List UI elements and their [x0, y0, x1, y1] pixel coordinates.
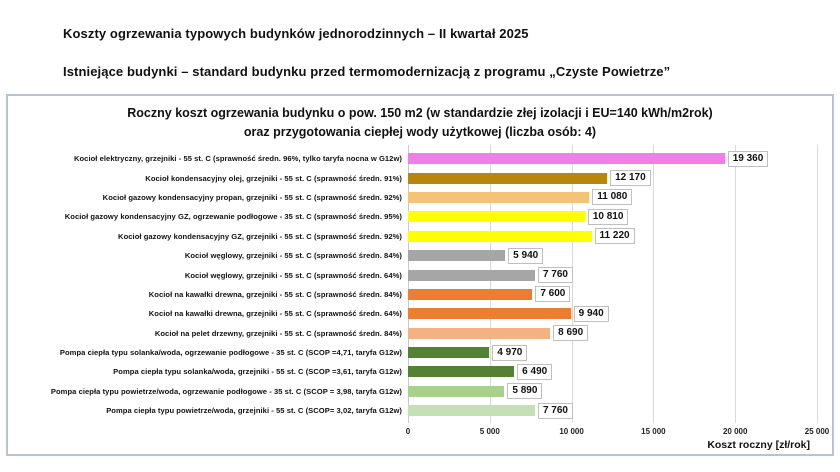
- x-axis-ticks: 0 5 000 10 000 15 000 20 000 25 000: [406, 427, 829, 439]
- bar-zone: 12 170: [408, 168, 817, 187]
- chart-row: Kocioł węglowy, grzejniki - 55 st. C (sp…: [8, 265, 817, 284]
- category-label: Kocioł gazowy kondensacyjny GZ, grzejnik…: [118, 231, 402, 241]
- gridlines: [408, 145, 818, 423]
- value-label: 5 940: [508, 247, 544, 264]
- bar-zone: 5 940: [408, 246, 817, 265]
- category-label: Pompa ciepła typu powietrze/woda, grzejn…: [106, 406, 402, 416]
- gridline: [735, 145, 737, 423]
- value-label: 7 760: [537, 267, 573, 284]
- bar: [408, 288, 533, 300]
- bar: [408, 250, 506, 262]
- chart-row: Kocioł na kawałki drewna, grzejniki - 55…: [8, 304, 817, 323]
- value-label: 12 170: [610, 170, 651, 187]
- bar: [408, 308, 571, 320]
- chart-row: Kocioł węglowy, grzejniki - 55 st. C (sp…: [8, 246, 817, 265]
- category-label: Pompa ciepła typu solanka/woda, grzejnik…: [113, 367, 402, 377]
- bar-zone: 8 690: [408, 324, 817, 343]
- x-tick-label: 10 000: [559, 427, 584, 436]
- chart-row: Kocioł gazowy kondensacyjny propan, grze…: [8, 188, 817, 207]
- chart-title-line2: oraz przygotowania ciepłej wody użytkowe…: [243, 125, 597, 139]
- category-label: Kocioł węglowy, grzejniki - 55 st. C (sp…: [184, 270, 402, 280]
- value-label: 10 810: [587, 208, 629, 225]
- bar: [408, 191, 590, 203]
- x-tick-label: 5 000: [479, 427, 500, 436]
- value-label: 7 600: [535, 286, 571, 303]
- bar-zone: 11 080: [408, 188, 817, 207]
- x-tick-label: 20 000: [722, 427, 748, 436]
- chart-row: Kocioł gazowy kondensacyjny GZ, grzejnik…: [8, 227, 817, 246]
- value-label: 19 360: [727, 150, 769, 167]
- category-label: Kocioł na pelet drzewny, grzejniki - 55 …: [154, 328, 402, 338]
- chart-row: Pompa ciepła typu powietrze/woda, grzejn…: [8, 401, 817, 420]
- rows-layer: Kocioł elektryczny, grzejniki - 55 st. C…: [8, 149, 817, 420]
- gridline: [653, 145, 655, 423]
- value-label: 9 940: [573, 305, 609, 322]
- y-axis-line: [408, 145, 409, 423]
- value-label: 8 690: [553, 325, 589, 342]
- bar-zone: 5 890: [408, 382, 817, 401]
- category-label: Kocioł gazowy kondensacyjny GZ, ogrzewan…: [64, 212, 402, 222]
- chart-row: Pompa ciepła typu solanka/woda, ogrzewan…: [8, 343, 817, 362]
- bar: [408, 230, 592, 242]
- bar-zone: 11 220: [408, 227, 817, 246]
- chart-row: Kocioł na pelet drzewny, grzejniki - 55 …: [8, 324, 817, 343]
- bar: [408, 327, 551, 339]
- category-label: Kocioł na kawałki drewna, grzejniki - 55…: [148, 289, 402, 299]
- page-subtitle: Istniejące budynki – standard budynku pr…: [63, 64, 671, 79]
- bar: [408, 405, 535, 417]
- bar-zone: 7 760: [408, 265, 817, 284]
- x-tick-label: 15 000: [641, 427, 666, 436]
- bar-zone: 4 970: [408, 343, 817, 362]
- chart-row: Kocioł elektryczny, grzejniki - 55 st. C…: [8, 149, 817, 168]
- bar-zone: 19 360: [408, 149, 817, 168]
- bar: [408, 172, 608, 184]
- category-label: Kocioł kondensacyjny olej, grzejniki - 5…: [145, 173, 402, 183]
- bar: [408, 153, 725, 165]
- gridline: [817, 145, 818, 423]
- chart-row: Kocioł kondensacyjny olej, grzejniki - 5…: [8, 168, 817, 187]
- category-label: Kocioł elektryczny, grzejniki - 55 st. C…: [73, 154, 402, 164]
- category-label: Kocioł na kawałki drewna, grzejniki - 55…: [148, 309, 402, 319]
- chart-frame: Roczny koszt ogrzewania budynku o pow. 1…: [6, 94, 834, 456]
- gridline: [489, 145, 491, 423]
- chart-row: Pompa ciepła typu powietrze/woda, ogrzew…: [8, 382, 817, 401]
- bar-zone: 9 940: [408, 304, 817, 323]
- page-title: Koszty ogrzewania typowych budynków jedn…: [63, 26, 529, 41]
- bar-zone: 7 760: [408, 401, 817, 420]
- value-label: 7 760: [537, 402, 573, 419]
- x-axis-label: Koszt roczny [zł/rok]: [707, 439, 810, 451]
- category-label: Kocioł gazowy kondensacyjny propan, grze…: [102, 192, 402, 202]
- bar: [408, 269, 535, 281]
- x-tick-label: 0: [405, 427, 411, 436]
- bar-zone: 6 490: [408, 362, 817, 381]
- value-label: 11 080: [592, 189, 633, 206]
- category-label: Pompa ciepła typu solanka/woda, ogrzewan…: [59, 348, 402, 358]
- value-label: 4 970: [492, 344, 528, 361]
- bar-zone: 10 810: [408, 207, 817, 226]
- chart-row: Kocioł gazowy kondensacyjny GZ, ogrzewan…: [8, 207, 817, 226]
- bar-zone: 7 600: [408, 285, 817, 304]
- bar: [408, 211, 585, 223]
- value-label: 5 890: [507, 383, 543, 400]
- bar: [408, 385, 505, 397]
- bar: [408, 366, 515, 378]
- chart-row: Kocioł na kawałki drewna, grzejniki - 55…: [8, 285, 817, 304]
- category-label: Kocioł węglowy, grzejniki - 55 st. C (sp…: [184, 251, 402, 261]
- gridline: [571, 145, 573, 423]
- x-tick-label: 25 000: [804, 427, 830, 436]
- chart-title-line1: Roczny koszt ogrzewania budynku o pow. 1…: [127, 106, 713, 120]
- value-label: 11 220: [594, 228, 635, 245]
- value-label: 6 490: [517, 363, 553, 380]
- bar: [408, 347, 490, 359]
- chart-title: Roczny koszt ogrzewania budynku o pow. 1…: [8, 104, 832, 142]
- category-label: Pompa ciepła typu powietrze/woda, ogrzew…: [50, 386, 402, 396]
- chart-row: Pompa ciepła typu solanka/woda, grzejnik…: [8, 362, 817, 381]
